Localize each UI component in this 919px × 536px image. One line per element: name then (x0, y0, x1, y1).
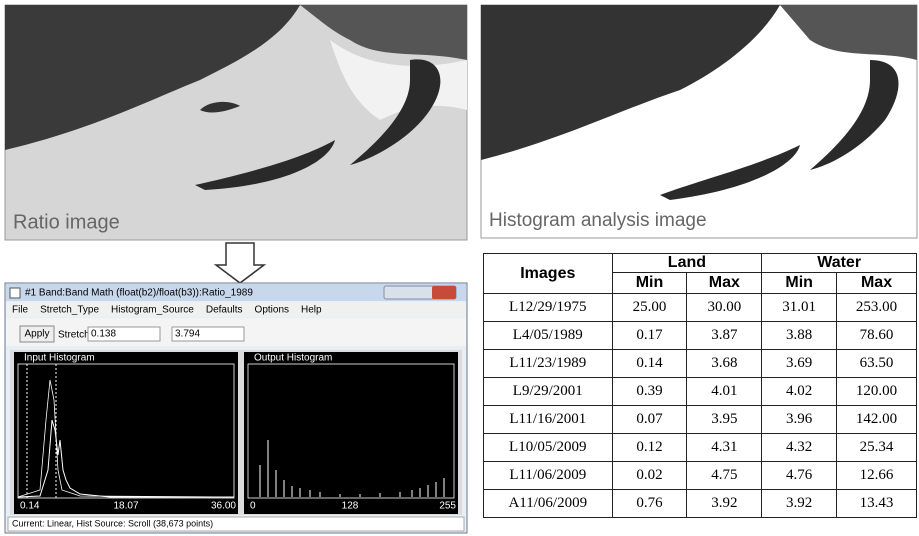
value-cell: 78.60 (837, 322, 917, 350)
close-button[interactable] (432, 286, 456, 299)
value-cell: 3.96 (762, 406, 837, 434)
axis-label: 0 (250, 501, 256, 512)
value-cell: 142.00 (837, 406, 917, 434)
header-cell: Land (612, 254, 762, 273)
image-cell: L11/16/2001 (484, 406, 613, 434)
value-cell: 0.76 (612, 490, 687, 518)
value-cell: 120.00 (837, 378, 917, 406)
value-cell: 4.31 (687, 434, 762, 462)
header-cell: Water (762, 254, 917, 273)
app-window: #1 Band:Band Math (float(b2)/float(b3)):… (5, 283, 467, 533)
image-cell: L4/05/1989 (484, 322, 613, 350)
stretch-label: Stretch (58, 330, 90, 341)
value-cell: 25.00 (612, 294, 687, 322)
image-cell: A11/06/2009 (484, 490, 613, 518)
status-bar: Current: Linear, Hist Source: Scroll (38… (12, 518, 213, 528)
value-cell: 13.43 (837, 490, 917, 518)
axis-label: 36.00 (211, 501, 236, 512)
window-title: #1 Band:Band Math (float(b2)/float(b3)):… (25, 288, 253, 299)
value-cell: 0.02 (612, 462, 687, 490)
value-cell: 4.32 (762, 434, 837, 462)
input-histogram-panel (14, 352, 238, 514)
histogram-title: Input Histogram (24, 353, 95, 364)
stretch-min: 0.138 (91, 329, 116, 340)
value-cell: 63.50 (837, 350, 917, 378)
axis-label: 128 (342, 501, 359, 512)
image-cell: L10/05/2009 (484, 434, 613, 462)
value-cell: 0.07 (612, 406, 687, 434)
apply-label: Apply (24, 329, 49, 340)
value-cell: 4.01 (687, 378, 762, 406)
value-cell: 0.17 (612, 322, 687, 350)
value-cell: 3.88 (762, 322, 837, 350)
value-cell: 3.68 (687, 350, 762, 378)
menu-item[interactable]: Histogram_Source (111, 305, 194, 316)
axis-label: 255 (439, 501, 456, 512)
value-cell: 0.14 (612, 350, 687, 378)
subheader-cell: Max (837, 273, 917, 294)
value-cell: 3.95 (687, 406, 762, 434)
menu-item[interactable]: Stretch_Type (40, 305, 99, 316)
menu-item[interactable]: Options (255, 305, 289, 316)
image-cell: L11/06/2009 (484, 462, 613, 490)
image-caption: Ratio image (13, 211, 120, 233)
value-cell: 4.02 (762, 378, 837, 406)
value-cell: 3.92 (687, 490, 762, 518)
arrow (216, 243, 264, 283)
histogram-title: Output Histogram (254, 353, 332, 364)
value-cell: 12.66 (837, 462, 917, 490)
value-cell: 30.00 (687, 294, 762, 322)
subheader-cell: Min (762, 273, 837, 294)
image-caption: Histogram analysis image (489, 210, 707, 231)
image-cell: L9/29/2001 (484, 378, 613, 406)
value-cell: 25.34 (837, 434, 917, 462)
subheader-cell: Max (687, 273, 762, 294)
value-cell: 3.87 (687, 322, 762, 350)
value-cell: 3.92 (762, 490, 837, 518)
histogram-image: Histogram analysis image (481, 5, 917, 238)
image-cell: L11/23/1989 (484, 350, 613, 378)
subheader-cell: Min (612, 273, 687, 294)
axis-label: 18.07 (113, 501, 138, 512)
value-cell: 3.69 (762, 350, 837, 378)
value-cell: 4.75 (687, 462, 762, 490)
value-cell: 31.01 (762, 294, 837, 322)
menu-item[interactable]: Defaults (206, 305, 243, 316)
value-cell: 253.00 (837, 294, 917, 322)
image-cell: L12/29/1975 (484, 294, 613, 322)
axis-label: 0.14 (20, 501, 40, 512)
ratio-image: Ratio image (5, 5, 467, 240)
menu-item[interactable]: File (12, 305, 29, 316)
value-cell: 0.12 (612, 434, 687, 462)
header-cell: Images (484, 254, 613, 294)
menu-item[interactable]: Help (301, 305, 322, 316)
value-cell: 4.76 (762, 462, 837, 490)
value-cell: 0.39 (612, 378, 687, 406)
page: Ratio image Histogram analysis image #1 … (0, 0, 919, 536)
stretch-max: 3.794 (175, 329, 200, 340)
